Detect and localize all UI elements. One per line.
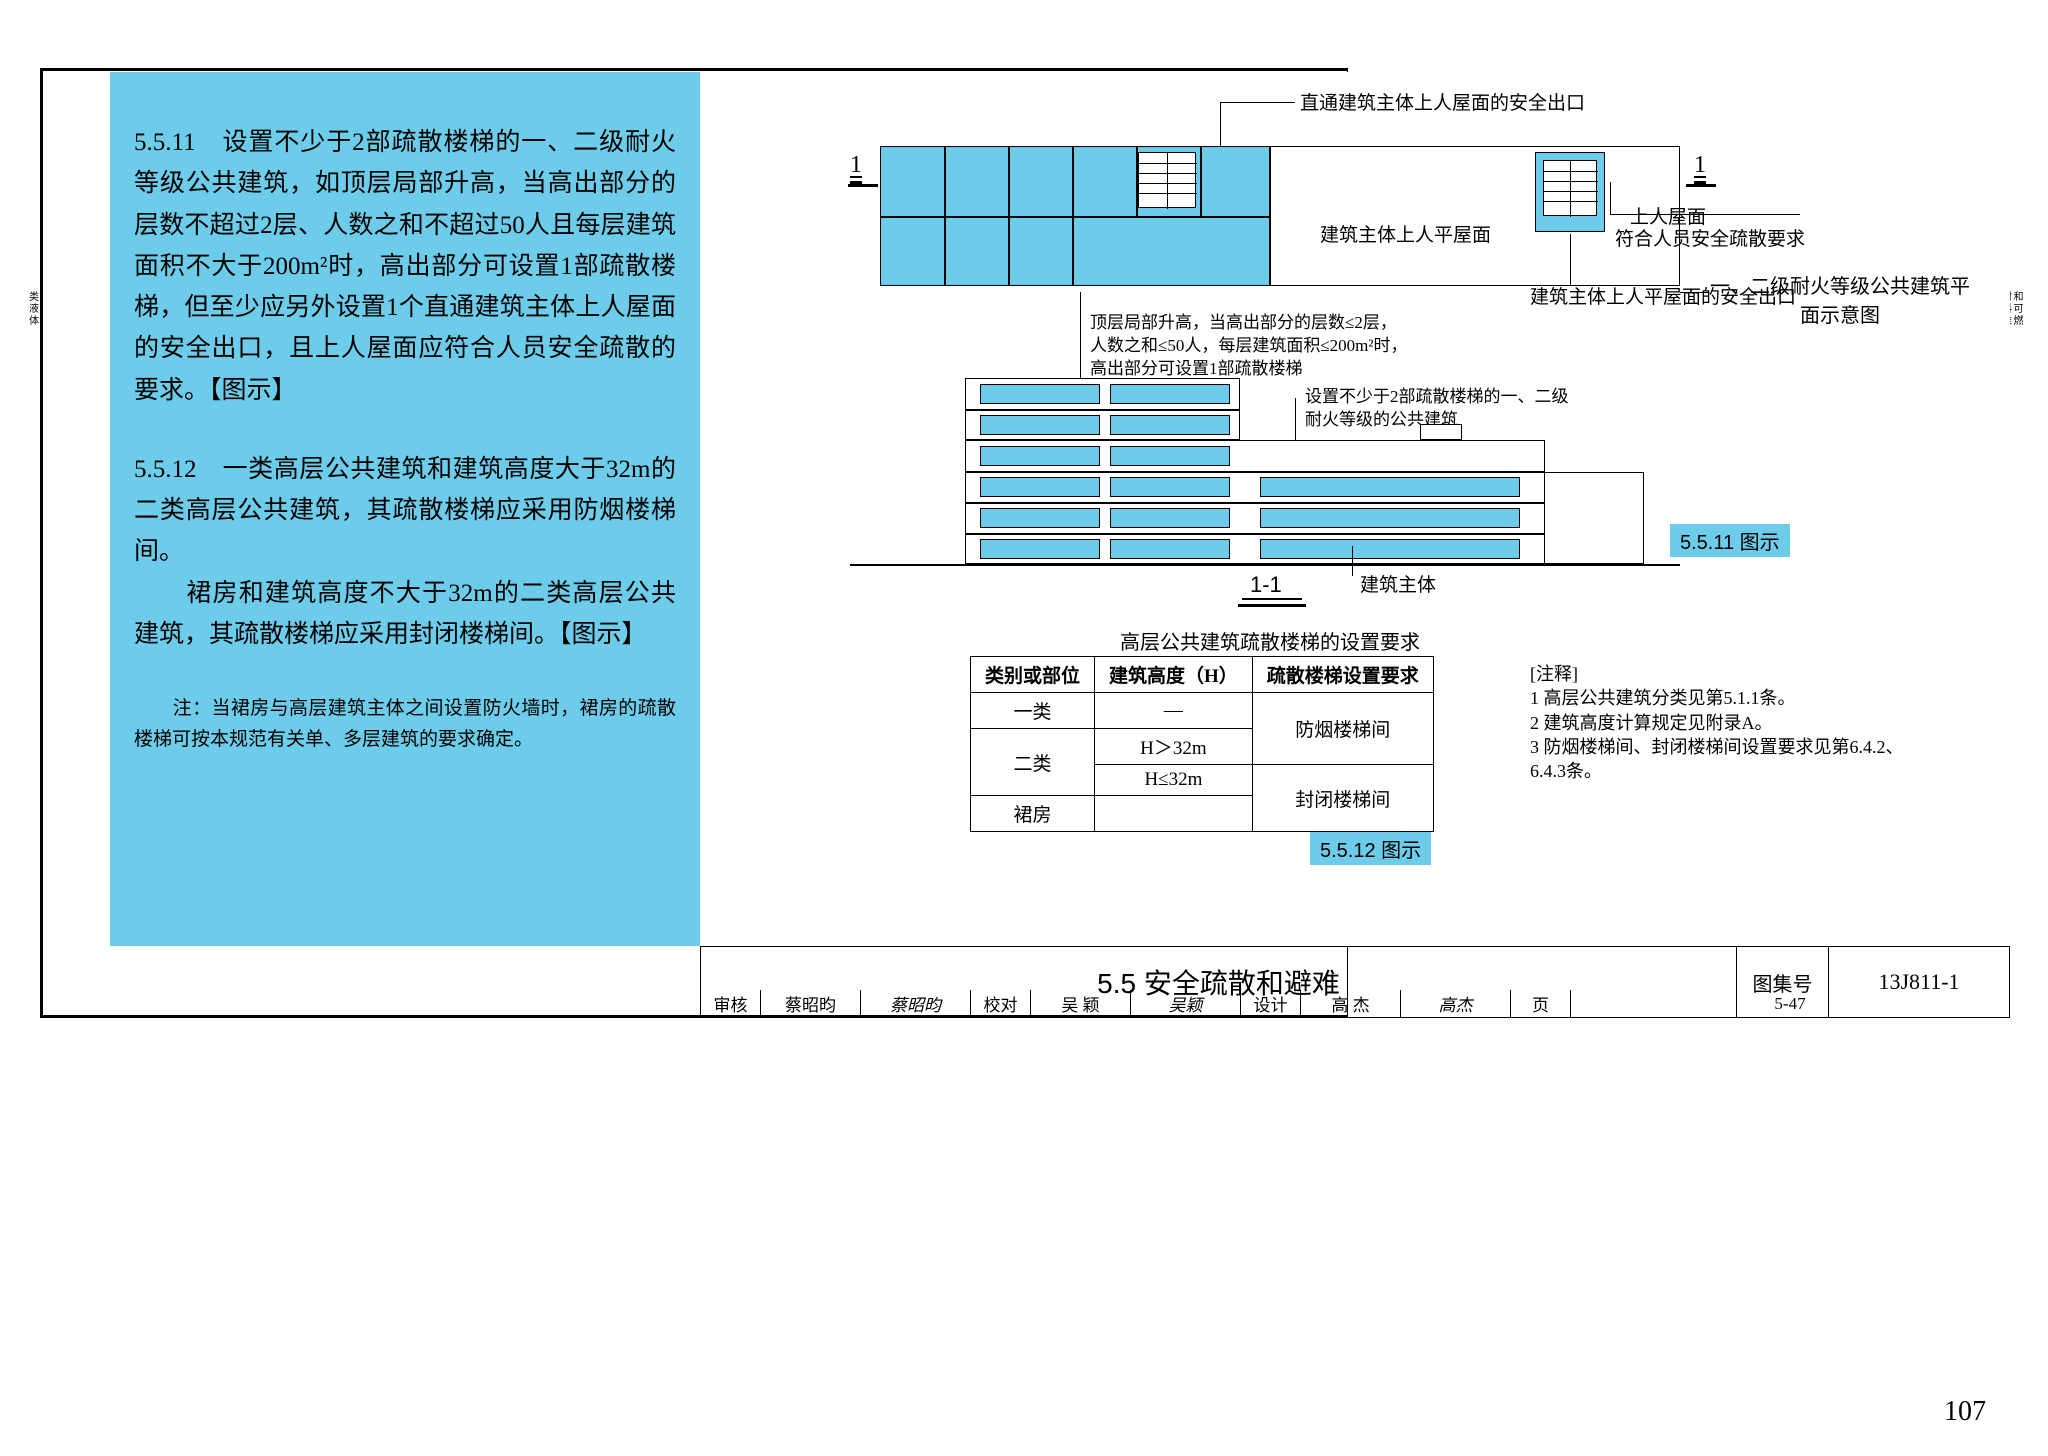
plan-block-right xyxy=(1270,146,1680,286)
clause-5-5-12a: 5.5.12 一类高层公共建筑和建筑高度大于32m的二类高层公共建筑，其疏散楼梯… xyxy=(134,449,676,573)
clause-5-5-12b: 裙房和建筑高度不大于32m的二类高层公共建筑，其疏散楼梯应采用封闭楼梯间。【图示… xyxy=(134,573,676,656)
ground-line xyxy=(850,564,1680,566)
table-row: 一类 — 防烟楼梯间 xyxy=(971,693,1434,729)
stair-icon xyxy=(1138,152,1196,208)
badge-5-5-11: 5.5.11 图示 xyxy=(1670,524,1790,557)
roof-sub: 符合人员安全疏散要求 xyxy=(1615,224,1805,251)
table-caption: 高层公共建筑疏散楼梯的设置要求 xyxy=(1120,626,1420,655)
page: 目录编制说明总则术语符号厂房和仓库甲、乙、丙类液体气体储罐(区)和可燃材料堆场民… xyxy=(0,0,2048,1456)
clause-5-5-11: 5.5.11 设置不少于2部疏散楼梯的一、二级耐火等级公共建筑，如顶层局部升高，… xyxy=(134,122,676,411)
clause-5-5-12-note: 注：当裙房与高层建筑主体之间设置防火墙时，裙房的疏散楼梯可按本规范有关单、多层建… xyxy=(134,693,676,756)
diagram-area: 直通建筑主体上人屋面的安全出口 建筑主体上人平屋面 xyxy=(700,72,2010,946)
stair-table: 类别或部位 建筑高度（H） 疏散楼梯设置要求 一类 — 防烟楼梯间 二类 H＞3… xyxy=(970,656,1434,832)
section-mark-right: 1 xyxy=(1694,152,1706,185)
clause-panel: 5.5.11 设置不少于2部疏散楼梯的一、二级耐火等级公共建筑，如顶层局部升高，… xyxy=(110,72,700,946)
page-number: 107 xyxy=(1944,1396,1986,1428)
mid-note: 顶层局部升高，当高出部分的层数≤2层， 人数之和≤50人，每层建筑面积≤200m… xyxy=(1090,312,1520,381)
sect-note: 设置不少于2部疏散楼梯的一、二级 耐火等级的公共建筑 xyxy=(1305,386,1665,432)
section-mark-left: 1 xyxy=(850,152,862,185)
table-head: 类别或部位 建筑高度（H） 疏散楼梯设置要求 xyxy=(971,657,1434,693)
section-mark-label: 1-1 xyxy=(1250,572,1282,598)
roof-stair-icon xyxy=(1543,160,1597,216)
titleblock-row2: 审核 蔡昭昀 蔡昭昀 校对 吴 颖 吴颖 设计 高 杰 高杰 页 5-47 xyxy=(700,990,2010,1018)
plan-title: 一、二级耐火等级公共建筑平面示意图 xyxy=(1710,270,1970,328)
plan-label: 建筑主体上人平屋面 xyxy=(1320,220,1491,247)
main-body-label: 建筑主体 xyxy=(1360,570,1436,597)
callout-top: 直通建筑主体上人屋面的安全出口 xyxy=(1300,88,1585,115)
table-notes: [注释] 1 高层公共建筑分类见第5.1.1条。 2 建筑高度计算规定见附录A。… xyxy=(1530,662,1910,783)
badge-5-5-12: 5.5.12 图示 xyxy=(1310,832,1431,865)
